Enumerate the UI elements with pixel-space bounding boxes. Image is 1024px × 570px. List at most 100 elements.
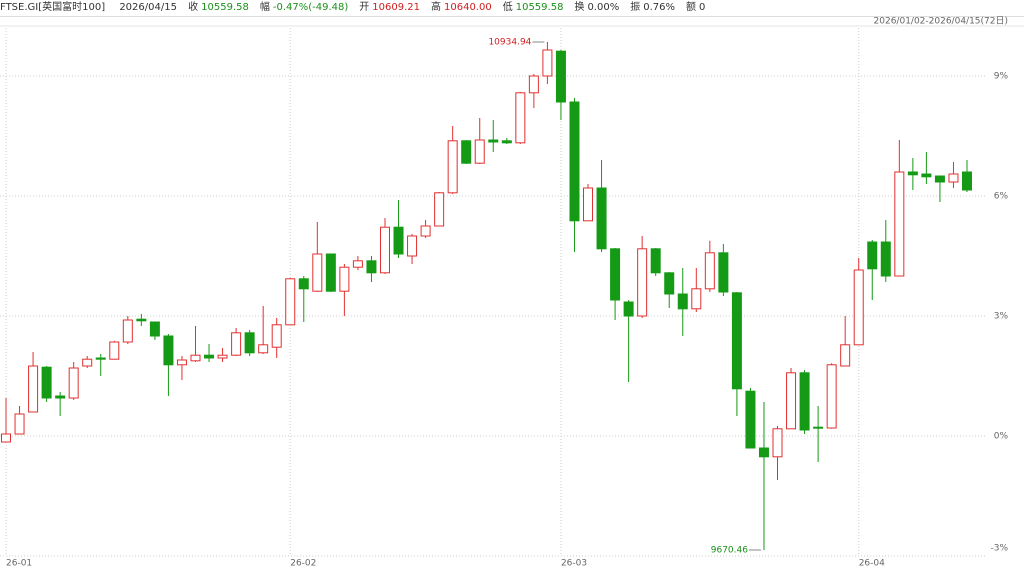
header-value: 0: [699, 2, 706, 13]
header-label: 开: [359, 2, 370, 13]
candle-body: [339, 266, 350, 292]
candle-body: [41, 366, 52, 399]
candle-body: [786, 372, 797, 430]
candle-body: [122, 319, 133, 343]
annotation: 9670.46: [711, 546, 748, 556]
candle-body: [271, 324, 282, 348]
header-value: 10559.58: [515, 2, 564, 13]
candle-body: [190, 354, 201, 362]
y-tick-label: 6%: [994, 192, 1009, 202]
candle-body: [704, 252, 715, 290]
candle-body: [731, 292, 742, 390]
candle-body: [623, 301, 634, 317]
candle-body: [488, 139, 499, 143]
header-label: 收: [188, 2, 199, 13]
header-label: 振: [630, 2, 641, 13]
candle-body: [149, 321, 160, 337]
candle-body: [204, 354, 215, 359]
candle-body: [596, 187, 607, 250]
candle-body: [962, 171, 972, 191]
candle-body: [758, 447, 769, 458]
candle-body: [583, 187, 594, 222]
candle-body: [325, 253, 336, 292]
candle-body: [610, 248, 621, 301]
candle-body: [244, 332, 255, 354]
candle-body: [921, 173, 932, 178]
candle-body: [298, 278, 309, 290]
candle-body: [799, 372, 810, 431]
candle-body: [434, 192, 445, 227]
candle-body: [136, 318, 147, 322]
candle-body: [528, 75, 539, 94]
candle-body: [447, 140, 458, 194]
x-tick-label: 26-01: [6, 559, 32, 569]
candle-body: [691, 288, 702, 310]
annotation: 10934.94: [488, 38, 531, 48]
candle-body: [501, 140, 512, 144]
candle-body: [407, 235, 418, 257]
x-tick-label: 26-03: [561, 559, 587, 569]
candle-body: [880, 241, 891, 277]
candle-body: [894, 171, 905, 277]
symbol: FTSE.GI[英国富时100]: [0, 2, 106, 13]
range-label: 2026/01/02-2026/04/15(72日): [874, 16, 1008, 27]
candle-body: [677, 293, 688, 310]
candle-body: [569, 101, 580, 222]
header-value: 10559.58: [201, 2, 249, 13]
candle-body: [650, 248, 661, 274]
header-label: 高: [431, 2, 441, 13]
candle-body: [745, 390, 756, 449]
candle-body: [285, 278, 296, 326]
candle-body: [718, 252, 729, 293]
candle-body: [461, 140, 472, 164]
candle-body: [82, 358, 93, 367]
candle-body: [217, 354, 228, 359]
header-value: 0.76%: [643, 2, 675, 13]
candle-body: [379, 226, 390, 274]
header: FTSE.GI[英国富时100] 2026/04/15 收 10559.58 幅 -0…: [0, 0, 1024, 17]
header-label: 换: [574, 2, 585, 13]
candle-body: [826, 364, 837, 429]
candle-body: [1, 433, 11, 443]
candle-body: [352, 260, 363, 268]
candle-body: [176, 359, 187, 366]
header-label: 额: [686, 2, 696, 13]
candle-body: [934, 175, 945, 183]
candle-body: [867, 241, 878, 270]
y-tick-label: 3%: [994, 312, 1009, 322]
candle-body: [258, 344, 269, 354]
y-tick-label: 9%: [994, 72, 1009, 82]
candle-body: [637, 248, 648, 317]
candle-body: [948, 173, 959, 183]
candle-body: [163, 335, 174, 366]
candle-body: [393, 226, 404, 255]
candle-body: [312, 253, 323, 292]
candle-body: [772, 428, 783, 458]
candle-body: [28, 365, 39, 413]
header-value: -0.47%(-49.48): [272, 2, 349, 13]
header-value: 0.00%: [587, 2, 620, 13]
candle-body: [95, 357, 106, 360]
candle-body: [555, 50, 566, 103]
candle-body: [664, 272, 675, 295]
header-label: 低: [502, 2, 513, 13]
header-value: 10640.00: [444, 2, 492, 13]
candle-body: [840, 344, 851, 367]
y-tick-label: -3%: [990, 544, 1008, 554]
candle-body: [14, 413, 25, 435]
date: 2026/04/15: [119, 2, 177, 13]
candle-body: [231, 332, 242, 356]
candle-body: [420, 225, 431, 237]
header-label: 幅: [259, 2, 270, 13]
x-tick-label: 26-02: [290, 559, 316, 569]
candle-body: [515, 92, 526, 144]
y-tick-label: 0%: [994, 432, 1009, 442]
candle-body: [907, 171, 918, 176]
candle-body: [474, 139, 485, 164]
candle-body: [55, 395, 66, 399]
header-value: 10609.21: [372, 2, 420, 13]
candle-body: [853, 269, 864, 346]
x-tick-label: 26-04: [859, 559, 885, 569]
